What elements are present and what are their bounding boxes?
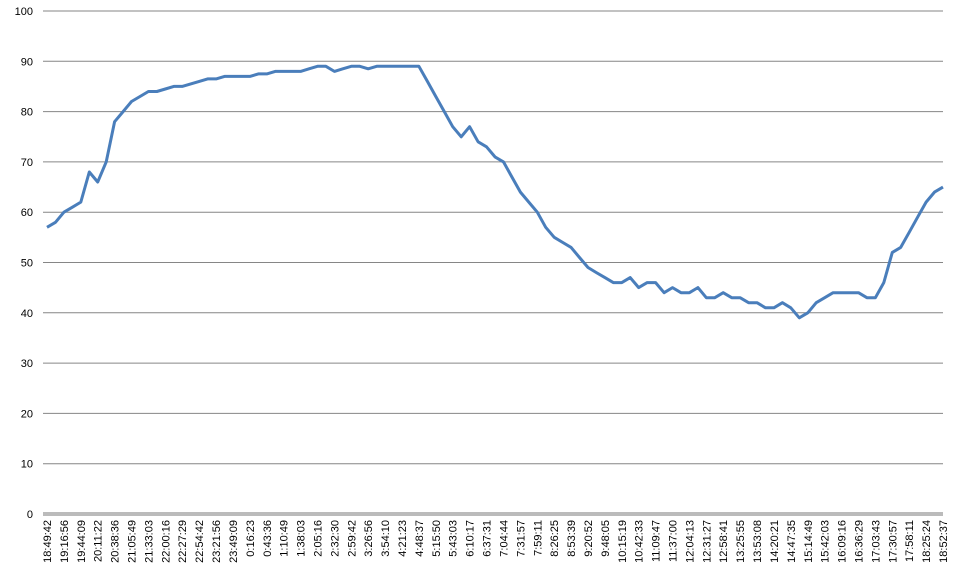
x-tick-label: 18:25:24 <box>921 520 933 563</box>
x-tick-label: 15:42:03 <box>820 520 832 563</box>
line-series <box>46 64 944 320</box>
x-tick-label: 11:37:00 <box>668 520 680 562</box>
x-tick-label: 3:54:10 <box>380 520 392 557</box>
x-tick-label: 3:26:56 <box>363 520 375 557</box>
x-tick-label: 14:47:35 <box>786 520 798 563</box>
x-tick-label: 17:30:57 <box>887 520 899 563</box>
x-tick-label: 10:15:19 <box>617 520 629 563</box>
x-tick-label: 21:05:49 <box>127 520 139 563</box>
x-tick-label: 7:31:57 <box>515 520 527 557</box>
x-tick-label: 22:00:16 <box>160 520 172 563</box>
x-tick-label: 13:25:55 <box>735 520 747 563</box>
x-tick-label: 8:26:25 <box>549 520 561 557</box>
x-tick-label: 22:27:29 <box>177 520 189 563</box>
y-tick-label: 10 <box>21 459 33 471</box>
y-tick-label: 40 <box>21 308 33 320</box>
x-tick-label: 13:53:08 <box>752 520 764 563</box>
x-tick-label: 18:49:42 <box>42 520 54 563</box>
x-tick-label: 16:09:16 <box>837 520 849 563</box>
x-tick-label: 2:05:16 <box>312 520 324 557</box>
x-tick-label: 20:38:36 <box>110 520 122 563</box>
x-tick-label: 23:49:09 <box>228 520 240 563</box>
y-tick-label: 70 <box>21 157 33 169</box>
y-tick-label: 80 <box>21 107 33 119</box>
x-tick-label: 19:44:09 <box>76 520 88 563</box>
x-tick-label: 21:33:03 <box>143 520 155 563</box>
x-tick-label: 12:04:13 <box>684 520 696 563</box>
x-tick-label: 12:58:41 <box>718 520 730 563</box>
y-tick-label: 90 <box>21 56 33 68</box>
x-tick-label: 6:37:31 <box>482 520 494 557</box>
x-tick-label: 7:59:11 <box>532 520 544 556</box>
x-tick-label: 15:14:49 <box>803 520 815 563</box>
x-tick-label: 5:43:03 <box>448 520 460 557</box>
x-tick-label: 2:32:30 <box>329 520 341 557</box>
y-tick-label: 60 <box>21 207 33 219</box>
y-tick-label: 0 <box>27 509 33 521</box>
x-tick-label: 6:10:17 <box>465 520 477 557</box>
x-tick-label: 14:20:21 <box>769 520 781 563</box>
y-tick-label: 50 <box>21 258 33 270</box>
x-tick-label: 9:48:05 <box>600 520 612 557</box>
x-tick-label: 9:20:52 <box>583 520 595 557</box>
x-tick-label: 19:16:56 <box>59 520 71 563</box>
x-tick-label: 1:38:03 <box>296 520 308 557</box>
x-tick-label: 23:21:56 <box>211 520 223 563</box>
x-tick-label: 16:36:29 <box>853 520 865 563</box>
x-tick-label: 4:48:37 <box>414 520 426 557</box>
x-tick-label: 1:10:49 <box>279 520 291 557</box>
x-tick-label: 4:21:23 <box>397 520 409 557</box>
x-tick-label: 17:03:43 <box>870 520 882 563</box>
y-tick-label: 30 <box>21 358 33 370</box>
x-tick-label: 20:11:22 <box>93 520 105 562</box>
x-tick-label: 2:59:42 <box>346 520 358 557</box>
x-tick-label: 22:54:42 <box>194 520 206 563</box>
x-tick-label: 0:43:36 <box>262 520 274 557</box>
x-tick-label: 0:16:23 <box>245 520 257 557</box>
x-tick-label: 12:31:27 <box>701 520 713 563</box>
x-tick-label: 8:53:39 <box>566 520 578 557</box>
y-tick-label: 100 <box>15 6 33 18</box>
y-tick-label: 20 <box>21 408 33 420</box>
x-tick-label: 18:52:37 <box>938 520 950 563</box>
x-tick-label: 17:58:11 <box>904 520 916 562</box>
x-tick-label: 5:15:50 <box>431 520 443 557</box>
x-tick-label: 10:42:33 <box>634 520 646 563</box>
x-tick-label: 7:04:44 <box>498 520 510 557</box>
x-tick-label: 11:09:47 <box>651 520 663 562</box>
